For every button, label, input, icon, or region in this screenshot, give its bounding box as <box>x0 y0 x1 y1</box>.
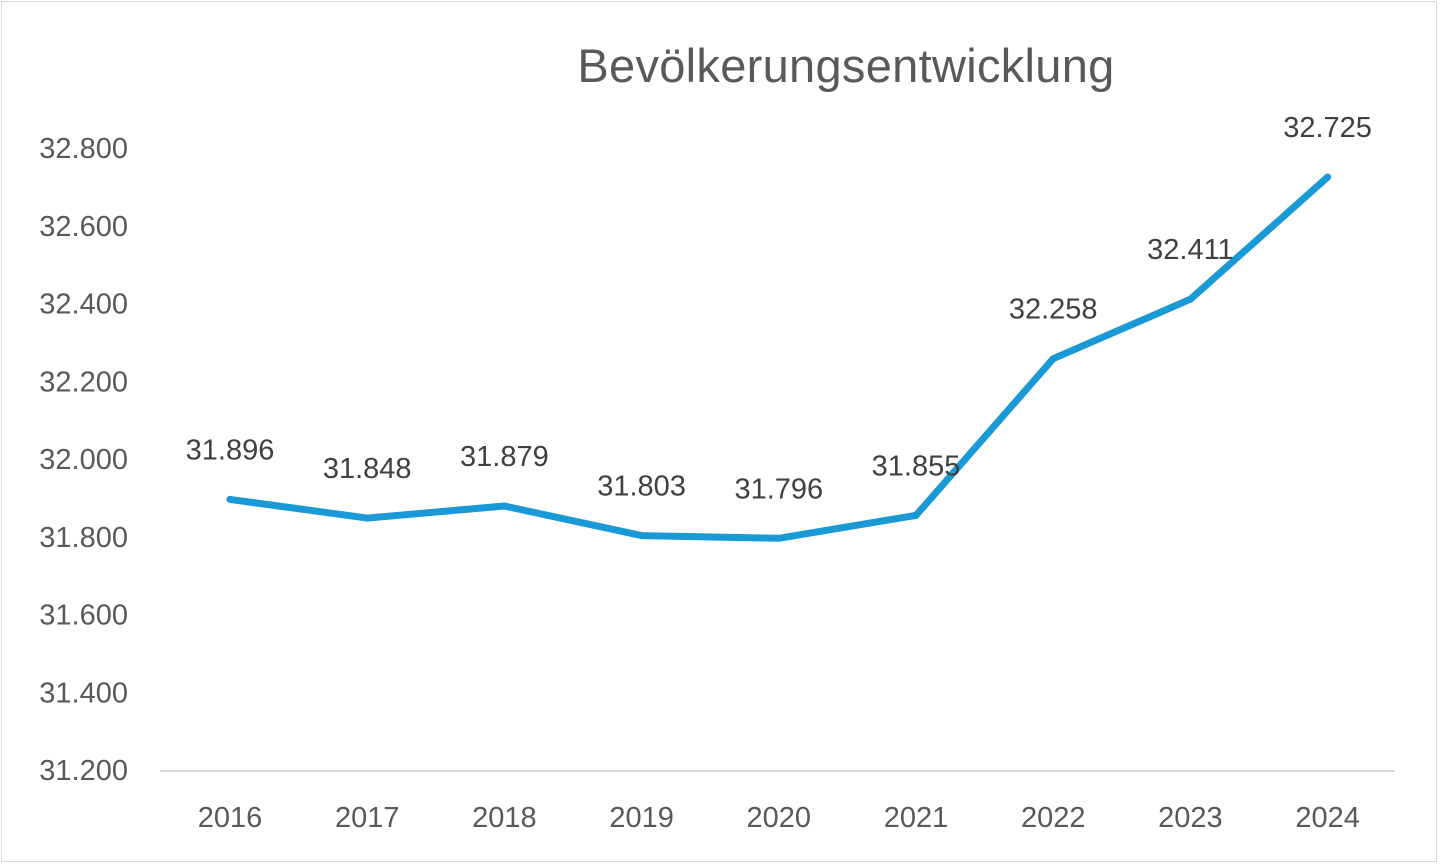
x-tick-label: 2018 <box>472 802 537 834</box>
x-tick-label: 2022 <box>1021 802 1086 834</box>
data-label: 31.879 <box>460 441 549 473</box>
data-point <box>912 511 920 519</box>
x-tick-label: 2020 <box>747 802 812 834</box>
data-label: 31.855 <box>872 450 961 482</box>
x-tick-label: 2021 <box>884 802 949 834</box>
data-point <box>363 514 371 522</box>
x-tick-label: 2024 <box>1295 802 1360 834</box>
data-label: 31.796 <box>734 473 823 505</box>
y-tick-label: 32.800 <box>39 133 128 165</box>
x-tick-label: 2019 <box>609 802 674 834</box>
data-label: 32.258 <box>1009 294 1098 326</box>
data-point <box>1186 295 1194 303</box>
y-tick-label: 31.800 <box>39 522 128 554</box>
data-point <box>226 495 234 503</box>
data-point <box>638 532 646 540</box>
data-label: 32.411 <box>1147 234 1234 266</box>
y-tick-label: 31.600 <box>39 600 128 632</box>
y-tick-label: 31.400 <box>39 677 128 709</box>
data-point <box>775 534 783 542</box>
x-tick-label: 2023 <box>1158 802 1223 834</box>
data-point <box>1049 355 1057 363</box>
x-tick-label: 2016 <box>198 802 263 834</box>
data-label: 31.848 <box>323 453 412 485</box>
y-tick-label: 32.600 <box>39 211 128 243</box>
data-point <box>1324 173 1332 181</box>
series-line <box>226 173 1332 542</box>
chart-title: Bevölkerungsentwicklung <box>577 39 1115 92</box>
data-label: 32.725 <box>1283 112 1372 144</box>
y-tick-label: 32.000 <box>39 444 128 476</box>
y-axis-ticks: 31.200 31.400 31.600 31.800 32.000 32.200 32.4… <box>39 133 128 787</box>
y-tick-label: 32.400 <box>39 289 128 321</box>
x-axis-ticks: 2016 2017 2018 2019 2020 2021 2022 2023 2024 <box>198 802 1360 834</box>
y-tick-label: 32.200 <box>39 366 128 398</box>
data-label: 31.803 <box>597 471 686 503</box>
y-tick-label: 31.200 <box>39 755 128 787</box>
data-label: 31.896 <box>186 434 275 466</box>
data-labels: 31.896 31.848 31.879 31.803 31.796 31.855 32.2… <box>186 112 1372 505</box>
x-tick-label: 2017 <box>335 802 400 834</box>
data-point <box>500 502 508 510</box>
